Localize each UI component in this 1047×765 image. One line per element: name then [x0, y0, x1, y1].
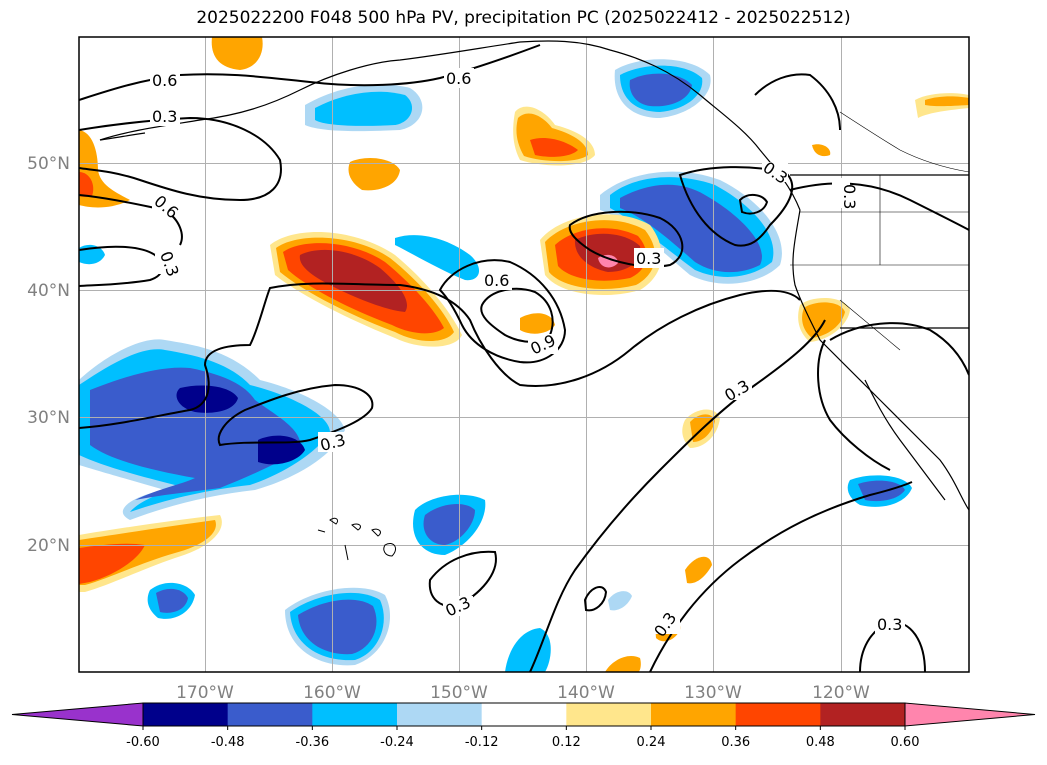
colorbar-segment: [481, 703, 567, 726]
precip-blob-neg-bc-core: [629, 73, 692, 107]
colorbar-segment: [651, 703, 737, 726]
coastline-aleutians: [99, 132, 146, 141]
precip-negative-shading: [79, 59, 912, 672]
precip-blob-pos-ne-mid: [925, 96, 969, 107]
precip-blob-neg-bottom: [505, 628, 551, 672]
lon-tick-label: 170°W: [176, 683, 234, 703]
lat-tick-label: 30°N: [27, 408, 70, 428]
colorbar-segment: [312, 703, 398, 726]
colorbar-label: -0.48: [211, 735, 245, 750]
contour-label: 0.6: [484, 271, 509, 290]
pv-contour-06-eddy: [438, 259, 567, 364]
lat-tick-label: 40°N: [27, 281, 70, 301]
precip-blob-neg-alaska-mid: [315, 91, 413, 126]
colorbar-segment: [397, 703, 483, 726]
colorbar-label: -0.36: [296, 735, 330, 750]
precip-blob-neg-west-darkcore: [176, 385, 238, 413]
pv-contour-03-bc: [754, 73, 841, 131]
precip-blob-pos-ca-mid: [802, 302, 845, 338]
border-bc-coast: [839, 111, 969, 173]
pv-contour-03-smallloop: [583, 585, 608, 612]
contour-label: 0.6: [446, 69, 471, 88]
lon-tick-label: 130°W: [684, 683, 742, 703]
precip-blob-pos-gulf-core: [530, 138, 578, 157]
colorbar-label: 0.12: [552, 735, 581, 750]
precip-blob-pos-small-2: [520, 313, 555, 334]
pv-contour-03-trough: [79, 282, 801, 429]
pv-contour-03-coast: [829, 322, 969, 376]
colorbar-label: -0.24: [380, 735, 414, 750]
lon-tick-labels: 170°W 160°W 150°W 140°W 130°W 120°W: [176, 683, 870, 703]
precip-blob-neg-tiny: [608, 591, 632, 611]
colorbar-label: 0.24: [637, 735, 666, 750]
lat-tick-labels: 20°N 30°N 40°N 50°N: [27, 154, 70, 556]
lon-tick-label: 140°W: [557, 683, 615, 703]
pv-contour-03-west: [79, 116, 282, 202]
pv-contour-03-se: [649, 481, 913, 672]
precip-blob-neg-west-core: [90, 367, 301, 500]
precip-blob-pos-se: [685, 556, 712, 584]
colorbar: -0.60 -0.48 -0.36 -0.24 -0.12 0.12 0.24 0.36 0.4…: [11, 702, 1036, 750]
colorbar-extend-min: [11, 702, 144, 727]
coastline-alaska: [99, 40, 801, 211]
precip-blob-pos-wa: [812, 144, 831, 157]
colorbar-segment: [820, 703, 906, 726]
colorbar-segment: [735, 703, 821, 726]
lon-tick-label: 160°W: [303, 683, 361, 703]
map-frame: [78, 36, 970, 673]
precip-blob-pos-east-peak: [598, 254, 618, 268]
pv-contour-06-east: [568, 210, 684, 268]
map-gridlines: [79, 37, 969, 672]
pv-contour-03-diag: [529, 319, 826, 672]
colorbar-label: 0.60: [891, 735, 920, 750]
contour-label: 0.3: [152, 107, 177, 126]
contour-label: 0.3: [877, 615, 902, 634]
colorbar-label: -0.12: [465, 735, 499, 750]
lat-tick-label: 50°N: [27, 154, 70, 174]
colorbar-segment: [143, 703, 229, 726]
pv-contour-small-loop: [738, 194, 769, 215]
precip-blob-pos-west-edge-red: [79, 172, 94, 197]
precip-blob-pos-alaska-top: [211, 37, 263, 70]
coastlines: [99, 40, 969, 511]
pv-contour-03-east: [678, 166, 794, 247]
colorbar-segment: [566, 703, 652, 726]
precip-blob-pos-sw-red: [79, 543, 145, 584]
precip-blob-pos-small: [348, 158, 400, 191]
lon-tick-label: 120°W: [812, 683, 870, 703]
contour-label: 0.6: [152, 71, 177, 90]
colorbar-label: 0.48: [806, 735, 835, 750]
contour-label: 0.3: [840, 184, 859, 209]
colorbar-segment: [227, 703, 313, 726]
contour-label: 0.3: [636, 249, 661, 268]
map-area: 0.6 0.3 0.6 0.6 0.3 0.6 0.9 0.3 0.3 0.3 …: [79, 37, 969, 672]
precip-blob-neg-south-core: [298, 599, 377, 655]
precip-blob-pos-main-core: [299, 249, 408, 312]
precip-blob-neg-sw-core: [156, 588, 188, 613]
colorbar-extend-max: [904, 702, 1036, 727]
precip-blob-neg-offshore-core: [620, 184, 762, 273]
colorbar-frame: [142, 702, 906, 727]
coastline-westcoast: [792, 209, 969, 511]
precip-blob-pos-bottom: [605, 655, 641, 672]
coastline-baja: [864, 379, 946, 501]
colorbar-label: 0.36: [721, 735, 750, 750]
colorbar-label: -0.60: [126, 735, 160, 750]
precip-blob-neg-hawaii-core: [423, 503, 475, 545]
lon-tick-label: 150°W: [430, 683, 488, 703]
pv-contour-03-south: [428, 550, 497, 608]
lat-tick-label: 20°N: [27, 536, 70, 556]
pv-contour-03-coast2: [817, 339, 891, 471]
pv-contour-03-mid: [217, 383, 374, 447]
pv-contour-03-rightedge: [789, 182, 969, 231]
hawaii-islands: [317, 517, 396, 561]
map-title: 2025022200 F048 500 hPa PV, precipitatio…: [196, 8, 851, 28]
precip-blob-neg-thin: [395, 235, 480, 281]
